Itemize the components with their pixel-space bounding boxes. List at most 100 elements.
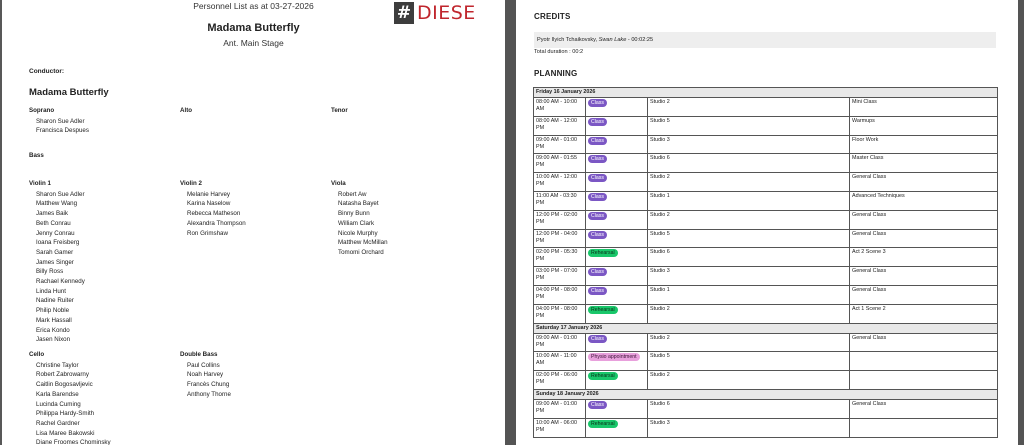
credit-time: - 00:02:25 [626,37,654,43]
credit-separator: , [595,37,599,43]
personnel-date-line: Personnel List as at 03-27-2026 [193,1,314,11]
activity-cell: General Class [848,228,999,249]
member-name: James Singer [36,258,74,266]
member-name: Robert Aw [338,190,367,198]
member-name: Diane Froomes Chominsky [36,439,111,445]
event-type-badge: Rehearsal [588,249,618,258]
member-name: Sharon Sue Adler [36,190,85,198]
member-name: Philippa Hardy-Smith [36,410,95,418]
right-gutter [1018,0,1024,445]
schedule-row: 04:00 PM - 08:00 PM Class Studio 1 General … [533,284,999,305]
event-type-badge: Physio appointment [588,353,640,362]
activity-cell: Floor Work [848,134,999,155]
room-cell: Studio 1 [647,190,850,211]
time-cell: 10:00 AM - 12:00 PM [533,172,586,192]
schedule-row: 10:00 AM - 11:00 AM Physio appointment Stu… [533,351,999,372]
instrument-section: Tenor [331,106,481,117]
activity-cell: Master Class [848,153,999,174]
member-name: Mark Hassall [36,316,72,324]
badge-cell: Rehearsal [585,303,648,324]
time-cell: 10:00 AM - 06:00 PM [533,417,586,438]
page-gutter [505,0,516,445]
venue-subtitle: Ant. Main Stage [223,38,284,48]
section-heading: Viola [331,180,346,187]
activity-cell: General Class [848,398,999,419]
member-name: Sharon Sue Adler [36,117,85,125]
member-name: Lisa Maree Bakowski [36,429,95,437]
instrument-section: Soprano Sharon Sue Adler Francisca Despues [29,106,179,136]
badge-cell: Physio appointment [585,351,648,372]
room-cell: Studio 6 [647,153,850,174]
event-type-badge: Class [588,192,607,201]
credit-work: Swan Lake [598,37,627,43]
badge-cell: Class [585,97,648,117]
room-cell: Studio 2 [647,332,850,353]
production-title: Madama Butterfly [207,22,300,34]
activity-cell: General Class [848,172,999,192]
member-name: Francès Chung [187,381,230,389]
instrument-section: Bass [29,151,179,162]
badge-cell: Class [585,398,648,419]
activity-cell: General Class [848,209,999,230]
planning-table: Friday 16 January 2026 08:00 AM - 10:00 A… [532,87,999,438]
day-header-row: Sunday 18 January 2026 [532,388,999,400]
member-name: Erica Kondo [36,326,70,334]
member-name: Sarah Gamer [36,248,74,256]
activity-cell: General Class [848,284,999,305]
credits-heading: CREDITS [534,12,571,21]
event-type-badge: Class [588,136,607,145]
event-type-badge: Class [588,286,607,295]
badge-cell: Rehearsal [585,417,648,438]
member-name: Francisca Despues [36,127,89,135]
logo-wordmark: DIESE [417,2,476,24]
section-heading: Soprano [29,107,55,114]
time-cell: 02:00 PM - 05:30 PM [533,247,586,268]
room-cell: Studio 6 [647,247,850,268]
day-label: Saturday 17 January 2026 [532,322,999,334]
member-name: Beth Conrau [36,219,71,227]
credit-entry: Pyotr Ilyich Tchaikovsky, Swan Lake - 00… [534,32,996,48]
member-name: Binny Bunn [338,210,370,218]
room-cell: Studio 5 [647,115,850,136]
credits-planning-page: CREDITS Pyotr Ilyich Tchaikovsky, Swan L… [516,0,1018,445]
activity-cell: Warmups [848,115,999,136]
event-type-badge: Class [588,117,607,126]
member-name: Rachel Gardner [36,419,80,427]
schedule-row: 09:00 AM - 01:55 PM Class Studio 6 Master C… [533,153,999,174]
diese-logo: # DIESE [394,2,476,24]
badge-cell: Class [585,190,648,211]
member-name: Matthew McMillan [338,239,388,247]
total-duration: Total duration : 00:2 [534,49,584,55]
event-type-badge: Class [588,400,607,409]
member-name: Jenny Conrau [36,229,75,237]
section-heading: Alto [180,107,193,114]
schedule-row: 10:00 AM - 12:00 PM Class Studio 2 General … [533,172,999,192]
schedule-row: 09:00 AM - 01:00 PM Class Studio 6 General … [533,398,999,419]
schedule-row: 09:00 AM - 01:00 PM Class Studio 2 General … [533,332,999,353]
time-cell: 09:00 AM - 01:00 PM [533,332,586,353]
member-name: Rachael Kennedy [36,278,85,286]
member-name: Christine Taylor [36,361,79,369]
event-type-badge: Class [588,99,607,107]
logo-hash-mark: # [394,2,414,24]
time-cell: 12:00 PM - 04:00 PM [533,228,586,249]
section-heading: Double Bass [180,351,218,358]
member-name: Paul Collins [187,361,220,369]
activity-cell [848,370,999,390]
badge-cell: Class [585,153,648,174]
credit-composer: Pyotr Ilyich Tchaikovsky [537,37,596,43]
event-type-badge: Class [588,334,607,343]
member-name: Natasha Bayet [338,200,379,208]
event-type-badge: Class [588,268,607,277]
member-name: Karina Naselow [187,200,231,208]
section-heading: Bass [29,152,44,159]
personnel-list-page: Personnel List as at 03-27-2026 # DIESE … [2,0,505,445]
room-cell: Studio 2 [647,209,850,230]
schedule-row: 12:00 PM - 04:00 PM Class Studio 5 General … [533,228,999,249]
member-name: Caitlin Bogosavljevic [36,381,93,389]
member-name: Noah Harvey [187,371,224,379]
conductor-label: Conductor: [29,68,65,75]
time-cell: 09:00 AM - 01:00 PM [533,398,586,419]
badge-cell: Class [585,228,648,249]
instrument-section: Double Bass Paul Collins Noah Harvey Francè… [180,350,330,400]
